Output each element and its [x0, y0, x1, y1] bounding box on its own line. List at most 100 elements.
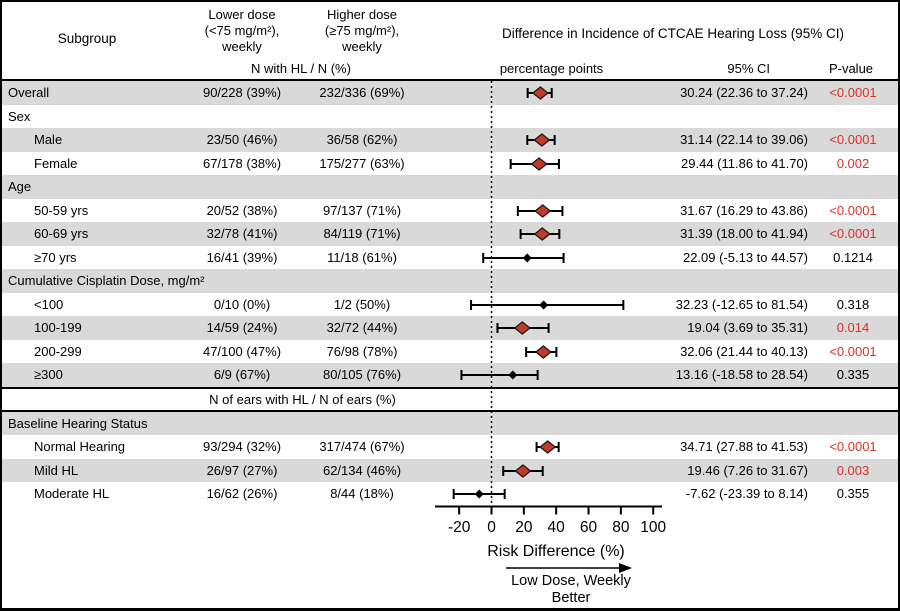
table-row: 200-299 47/100 (47%) 76/98 (78%) 32.06 (21.…	[2, 340, 898, 364]
table-row: Moderate HL 16/62 (26%) 8/44 (18%) -7.62 (-…	[2, 482, 898, 506]
ears-note-label: N of ears with HL / N of ears (%)	[209, 391, 396, 407]
p-value: 0.003	[836, 462, 870, 478]
table-row: Female 67/178 (38%) 175/277 (63%) 29.44 (11…	[2, 152, 898, 176]
subgroup-label: Overall	[8, 85, 50, 100]
x-axis-tick-label: 80	[612, 519, 630, 536]
p-value: <0.0001	[829, 132, 877, 147]
lower-dose-value: 0/10 (0%)	[213, 296, 271, 312]
direction-label-line2: Better	[551, 590, 591, 606]
ci-value: 32.06 (21.44 to 40.13)	[680, 343, 808, 359]
ci-value: 13.16 (-18.58 to 28.54)	[675, 367, 808, 382]
subgroup-label: ≥70 yrs	[34, 249, 77, 265]
p-value-column-header: P-value	[828, 61, 874, 76]
difference-title: Difference in Incidence of CTCAE Hearing…	[502, 26, 844, 41]
ci-value: 31.14 (22.14 to 39.06)	[680, 132, 808, 147]
ci-value: 30.24 (22.36 to 37.24)	[680, 85, 808, 100]
p-value: <0.0001	[829, 343, 877, 359]
section-row: Age	[2, 175, 898, 199]
table-body: Overall 90/228 (39%) 232/336 (69%) 30.24 (2…	[2, 81, 898, 506]
table-row: Male 23/50 (46%) 36/58 (62%) 31.14 (22.14 t…	[2, 128, 898, 152]
higher-dose-column-header: Higher dose (≥75 mg/m²), weekly	[324, 7, 400, 54]
table-header: Subgroup Lower dose (<75 mg/m²), weekly …	[2, 2, 898, 81]
p-value: 0.002	[836, 155, 870, 171]
ci-value: 29.44 (11.86 to 41.70)	[681, 155, 808, 171]
n-with-hl-subheader: N with HL / N (%)	[251, 61, 351, 76]
ci-value: 22.09 (-5.13 to 44.57)	[682, 249, 808, 265]
x-axis-tick-label: 0	[487, 519, 496, 536]
subgroup-label: Normal Hearing	[34, 439, 126, 454]
higher-dose-value: 232/336 (69%)	[319, 85, 405, 100]
higher-dose-value: 84/119 (71%)	[323, 226, 401, 241]
p-value: 0.355	[836, 486, 870, 501]
higher-dose-value: 175/277 (63%)	[319, 155, 405, 171]
direction-arrow-head	[619, 563, 632, 573]
higher-dose-value: 317/474 (67%)	[319, 439, 405, 454]
section-label: Cumulative Cisplatin Dose, mg/m²	[8, 273, 205, 288]
higher-dose-value: 8/44 (18%)	[330, 486, 394, 501]
p-value: 0.1214	[833, 249, 873, 265]
subgroup-label: 100-199	[34, 320, 82, 335]
higher-dose-value: 62/134 (46%)	[322, 462, 402, 478]
table-row: <100 0/10 (0%) 1/2 (50%) 32.23 (-12.65 to 8…	[2, 293, 898, 317]
higher-dose-value: 36/58 (62%)	[326, 132, 398, 147]
subgroup-label: <100	[34, 296, 64, 312]
x-axis-title: Risk Difference (%)	[487, 543, 625, 560]
p-value: <0.0001	[829, 202, 877, 218]
section-label: Sex	[8, 108, 31, 124]
ci-value: 19.46 (7.26 to 31.67)	[687, 462, 808, 478]
ci-value: 31.67 (16.29 to 43.86)	[680, 202, 808, 218]
ci-value: 32.23 (-12.65 to 81.54)	[675, 296, 808, 312]
x-axis-tick-label: -20	[448, 519, 471, 536]
subgroup-label: 50-59 yrs	[34, 202, 89, 218]
lower-dose-value: 26/97 (27%)	[206, 462, 278, 478]
higher-dose-value: 1/2 (50%)	[333, 296, 391, 312]
ci-value: -7.62 (-23.39 to 8.14)	[685, 486, 808, 501]
x-axis-tick-label: 60	[580, 519, 598, 536]
lower-dose-column-header: Lower dose (<75 mg/m²), weekly	[204, 7, 280, 54]
subgroup-label: ≥300	[34, 367, 63, 382]
section-row: Sex	[2, 105, 898, 129]
p-value: <0.0001	[829, 226, 877, 241]
lower-dose-value: 90/228 (39%)	[202, 85, 282, 100]
direction-label-line1: Low Dose, Weekly	[511, 573, 631, 589]
lower-dose-value: 20/52 (38%)	[206, 202, 278, 218]
table-row: 100-199 14/59 (24%) 32/72 (44%) 19.04 (3.69…	[2, 316, 898, 340]
x-axis-tick-label: 20	[515, 519, 533, 536]
table-row: Normal Hearing 93/294 (32%) 317/474 (67%) 3…	[2, 435, 898, 459]
subgroup-label: Female	[34, 155, 78, 171]
subgroup-label: Mild HL	[34, 462, 79, 478]
subgroup-label: Moderate HL	[34, 486, 110, 501]
subgroup-label: 60-69 yrs	[34, 226, 89, 241]
higher-dose-value: 76/98 (78%)	[326, 343, 398, 359]
higher-dose-value: 11/18 (61%)	[327, 249, 397, 265]
section-row: Baseline Hearing Status	[2, 411, 898, 435]
x-axis-tick-label: 100	[640, 519, 666, 536]
ci-column-header: 95% CI	[727, 61, 770, 76]
higher-dose-value: 97/137 (71%)	[322, 202, 402, 218]
lower-dose-value: 16/41 (39%)	[206, 249, 278, 265]
p-value: 0.014	[836, 320, 870, 335]
ci-value: 34.71 (27.88 to 41.53)	[680, 439, 808, 454]
higher-dose-value: 32/72 (44%)	[326, 320, 398, 335]
subgroup-label: Male	[34, 132, 63, 147]
lower-dose-value: 67/178 (38%)	[202, 155, 282, 171]
percentage-points-subheader: percentage points	[499, 61, 604, 76]
table-row: 60-69 yrs 32/78 (41%) 84/119 (71%) 31.39 (1…	[2, 222, 898, 246]
x-axis-tick-label: 40	[548, 519, 566, 536]
subgroup-label: 200-299	[34, 343, 82, 359]
section-label: Age	[8, 179, 32, 194]
section-label: Baseline Hearing Status	[8, 415, 148, 431]
p-value: <0.0001	[829, 85, 877, 100]
table-row: ≥300 6/9 (67%) 80/105 (76%) 13.16 (-18.58 t…	[2, 363, 898, 387]
lower-dose-value: 47/100 (47%)	[202, 343, 282, 359]
p-value: 0.335	[836, 367, 870, 382]
lower-dose-value: 23/50 (46%)	[206, 132, 278, 147]
note-row: N of ears with HL / N of ears (%)	[2, 386, 898, 412]
lower-dose-value: 32/78 (41%)	[206, 226, 278, 241]
lower-dose-value: 6/9 (67%)	[213, 367, 271, 382]
p-value: <0.0001	[829, 439, 877, 454]
subgroup-column-header: Subgroup	[57, 31, 117, 46]
ci-value: 19.04 (3.69 to 35.31)	[687, 320, 808, 335]
higher-dose-value: 80/105 (76%)	[322, 367, 402, 382]
